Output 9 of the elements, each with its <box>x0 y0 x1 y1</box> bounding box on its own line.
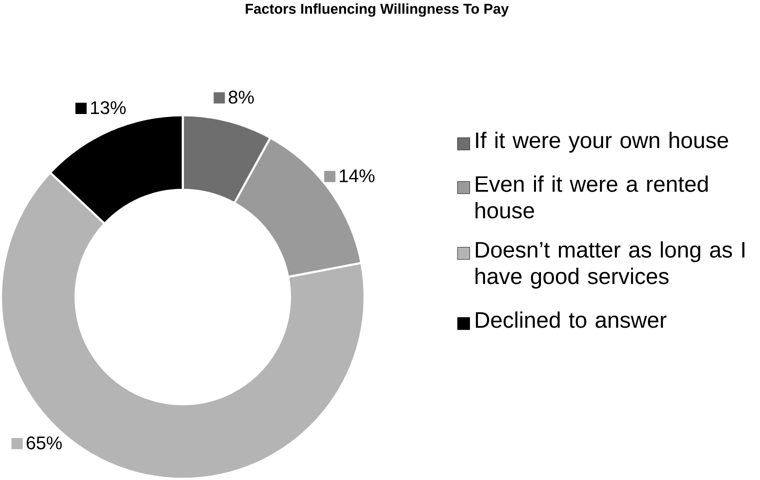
legend-label: If it were your own house <box>476 132 728 153</box>
data-label: 65% <box>26 436 62 450</box>
legend-label: Even if it were a rented house <box>476 176 708 219</box>
legend-label: Declined to answer <box>476 312 666 328</box>
chart-title: Factors Influencing Willingness To Pay <box>246 3 509 17</box>
legend-label: Doesn’t matter as long as I have good services <box>476 241 744 289</box>
data-label: 13% <box>91 101 126 114</box>
data-label: 8% <box>228 90 254 104</box>
data-label: 14% <box>340 169 374 182</box>
